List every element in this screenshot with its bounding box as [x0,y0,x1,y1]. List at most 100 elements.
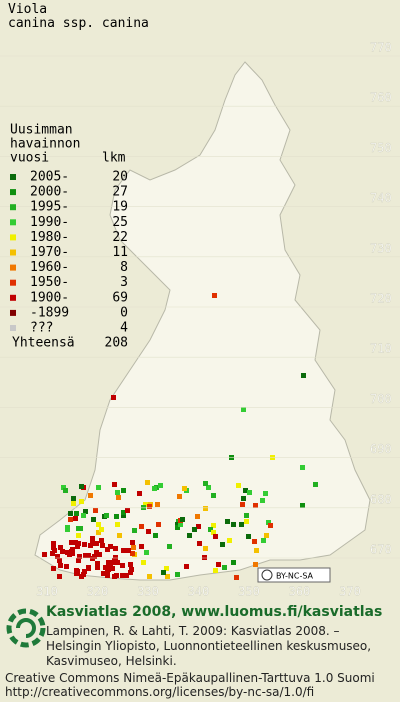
occurrence-dot [121,488,126,493]
occurrence-dot [182,486,187,491]
east-label: 360 [289,585,311,599]
occurrence-dot [120,573,125,578]
occurrence-dot [144,550,149,555]
occurrence-dot [146,529,151,534]
badge-box [257,567,331,583]
occurrence-dot [175,525,180,530]
occurrence-dot [104,513,109,518]
occurrence-dot [60,549,65,554]
east-label: 340 [188,585,210,599]
east-label: 330 [137,585,159,599]
north-label: 690 [370,442,392,456]
occurrence-dot [167,544,172,549]
legend-swatch [10,249,16,256]
occurrence-dot [94,550,99,555]
north-label: 750 [370,141,392,155]
occurrence-dot [152,486,157,491]
occurrence-dot [52,548,57,553]
occurrence-dot [83,553,88,558]
occurrence-dot [244,513,249,518]
legend-swatch [10,309,16,316]
legend-count: 25 [112,215,128,230]
occurrence-dot [117,533,122,538]
occurrence-dot [57,558,62,563]
occurrence-dot [241,496,246,501]
legend-label: 1900- [30,290,69,305]
occurrence-dot [153,533,158,538]
occurrence-dot [203,506,208,511]
legend-count-header: lkm [102,151,126,166]
occurrence-dot [105,570,110,575]
occurrence-dot [81,513,86,518]
occurrence-dot [100,543,105,548]
occurrence-dot [69,540,74,545]
occurrence-dot [220,542,225,547]
occurrence-dot [70,551,75,556]
north-label: 680 [370,492,392,506]
occurrence-dot [175,522,180,527]
occurrence-dot [121,548,126,553]
occurrence-dot [71,496,76,501]
legend-label: 1960- [30,260,69,275]
north-label: 730 [370,241,392,255]
occurrence-dot [222,565,227,570]
occurrence-dot [93,508,98,513]
occurrence-dot [130,551,135,556]
occurrence-dot [234,575,239,580]
legend-header: Uusimman [10,123,73,138]
occurrence-dot [82,569,87,574]
occurrence-dot [216,562,221,567]
occurrence-dot [73,540,78,545]
occurrence-dot [68,517,73,522]
occurrence-dot [95,561,100,566]
occurrence-dot [227,538,232,543]
license-line: Creative Commons Nimeä-Epäkaupallinen-Ta… [5,671,375,685]
occurrence-dot [121,510,126,515]
occurrence-dot [211,523,216,528]
legend-header: havainnon [10,137,80,152]
occurrence-dot [115,560,120,565]
occurrence-dot [208,527,213,532]
occurrence-dot [145,480,150,485]
occurrence-dot [116,495,121,500]
occurrence-dot [132,528,137,533]
title-line: canina ssp. canina [8,16,149,31]
occurrence-dot [241,407,246,412]
occurrence-dot [55,554,60,559]
occurrence-dot [239,522,244,527]
legend-label: 2005- [30,170,69,185]
occurrence-dot [110,566,115,571]
occurrence-dot [74,511,79,516]
legend-label: 1990- [30,215,69,230]
occurrence-dot [96,530,101,535]
occurrence-dot [58,545,63,550]
occurrence-dot [137,491,142,496]
occurrence-dot [61,485,66,490]
occurrence-dot [51,541,56,546]
occurrence-dot [260,498,265,503]
legend-label: 2000- [30,185,69,200]
map: BY-NC-SA 770 760 750 740 730 720 710 700 690 680 6… [10,40,392,599]
occurrence-dot [50,551,55,556]
badge-text: BY-NC-SA [276,572,314,581]
occurrence-dot [86,565,91,570]
occurrence-dot [101,571,106,576]
occurrence-dot [75,544,80,549]
occurrence-dot [81,572,86,577]
occurrence-dot [64,564,69,569]
occurrence-dot [300,503,305,508]
occurrence-dot [112,574,117,579]
legend-swatch [10,325,16,331]
occurrence-dot [115,522,120,527]
occurrence-dot [225,519,230,524]
north-label: 760 [370,91,392,105]
occurrence-dot [129,567,134,572]
citation-line: Lampinen, R. & Lahti, T. 2009: Kasviatla… [46,624,340,638]
occurrence-dot [95,565,100,570]
occurrence-dot [103,565,108,570]
occurrence-dot [211,530,216,535]
occurrence-dot [90,536,95,541]
legend-swatch [10,279,16,286]
finland-outline [34,61,371,581]
